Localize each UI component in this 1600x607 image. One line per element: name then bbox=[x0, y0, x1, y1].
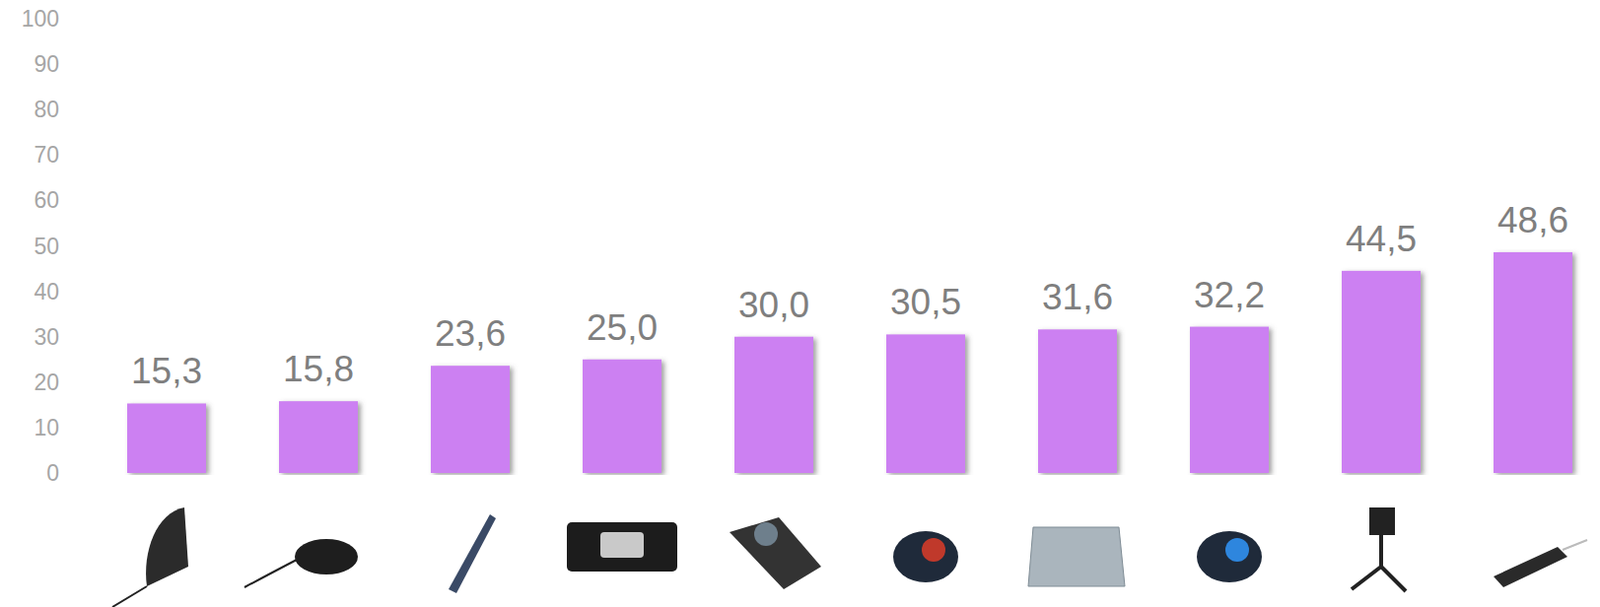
bar bbox=[582, 359, 662, 474]
icon-shape bbox=[729, 517, 822, 590]
icon-shape bbox=[1493, 547, 1568, 588]
bar bbox=[430, 365, 510, 474]
device-icon bbox=[1196, 531, 1262, 583]
bar bbox=[278, 401, 358, 474]
y-tick-label: 90 bbox=[33, 51, 60, 77]
device-icon bbox=[448, 514, 496, 594]
data-label: 44,5 bbox=[1345, 218, 1417, 260]
device-icon bbox=[244, 539, 358, 588]
data-label: 23,6 bbox=[434, 313, 506, 354]
y-tick-label: 70 bbox=[33, 141, 60, 168]
y-tick-label: 40 bbox=[33, 278, 60, 305]
icon-detail bbox=[600, 532, 644, 558]
data-label: 25,0 bbox=[586, 307, 658, 348]
icon-cable bbox=[112, 586, 147, 607]
y-tick-label: 100 bbox=[21, 5, 60, 32]
device-icon bbox=[1493, 540, 1588, 588]
icon-shape bbox=[145, 507, 189, 587]
icon-shape bbox=[566, 522, 678, 572]
icon-ball bbox=[1225, 538, 1250, 562]
icon-shape bbox=[448, 514, 496, 594]
data-labels: 15,3 15,8 23,6 25,0 30,0 30,5 31,6 32,2 44,5 48,6 bbox=[131, 200, 1569, 393]
device-icon bbox=[566, 522, 678, 572]
icon-cable bbox=[244, 559, 297, 588]
device-icon bbox=[112, 507, 189, 607]
icon-shape bbox=[294, 539, 358, 575]
data-label: 15,8 bbox=[282, 348, 354, 390]
data-label: 30,0 bbox=[738, 284, 810, 326]
data-label: 32,2 bbox=[1193, 275, 1265, 316]
bar bbox=[1189, 327, 1269, 474]
device-icon bbox=[1351, 507, 1406, 592]
icon-ball bbox=[921, 538, 946, 562]
y-tick-label: 30 bbox=[33, 324, 60, 350]
icon-shape bbox=[1196, 531, 1262, 583]
device-icon bbox=[1028, 527, 1125, 587]
y-tick-label: 50 bbox=[33, 233, 60, 260]
bar bbox=[886, 334, 966, 474]
bar bbox=[734, 337, 814, 474]
data-label: 15,3 bbox=[131, 350, 203, 392]
icon-shape bbox=[893, 531, 959, 583]
device-icons bbox=[112, 507, 1588, 607]
icon-legs bbox=[1351, 535, 1406, 592]
y-tick-label: 0 bbox=[46, 460, 60, 487]
icon-shape bbox=[1369, 507, 1395, 536]
chart-container: 0 10 20 30 40 50 60 70 80 90 100 15,3 15,8 23,6 25,0 30… bbox=[0, 0, 1600, 607]
y-tick-label: 80 bbox=[33, 96, 60, 123]
icon-ball bbox=[754, 522, 778, 547]
device-icon bbox=[729, 517, 822, 590]
icon-cable bbox=[1562, 540, 1588, 551]
data-label: 30,5 bbox=[890, 281, 962, 323]
data-label: 48,6 bbox=[1497, 200, 1569, 241]
bars bbox=[127, 252, 1573, 474]
y-tick-label: 60 bbox=[33, 187, 60, 213]
chart-svg: 0 10 20 30 40 50 60 70 80 90 100 15,3 15,8 23,6 25,0 30… bbox=[0, 0, 1600, 607]
y-axis: 0 10 20 30 40 50 60 70 80 90 100 bbox=[21, 5, 60, 487]
y-tick-label: 10 bbox=[33, 415, 60, 441]
bar bbox=[1038, 329, 1117, 474]
y-tick-label: 20 bbox=[33, 369, 60, 396]
device-icon bbox=[893, 531, 959, 583]
bar bbox=[1493, 252, 1573, 474]
bar bbox=[1341, 271, 1421, 474]
bar bbox=[127, 403, 207, 474]
icon-shape bbox=[1028, 527, 1125, 587]
data-label: 31,6 bbox=[1042, 277, 1114, 318]
